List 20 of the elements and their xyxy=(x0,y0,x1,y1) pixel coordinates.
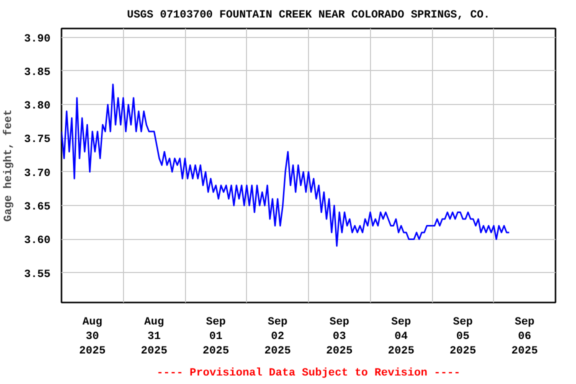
x-tick-label: Sep 04 2025 xyxy=(388,316,415,358)
x-tick-label: Aug 31 2025 xyxy=(140,316,168,358)
y-tick-label: 3.70 xyxy=(24,168,50,180)
text: ---- Provisional Data Subject to Revision ---- xyxy=(156,368,460,380)
x-tick-label: Sep 01 2025 xyxy=(202,316,230,358)
y-tick-label: 3.85 xyxy=(24,66,51,79)
x-tick-label: Sep 02 2025 xyxy=(264,316,292,358)
y-tick-label: 3.60 xyxy=(24,235,50,248)
x-tick-label: Sep 05 2025 xyxy=(450,316,476,358)
chart-title: USGS 07103700 FOUNTAIN CREEK NEAR COLORADO SPRINGS, CO. xyxy=(126,10,490,22)
line-series xyxy=(62,84,510,247)
y-tick-label: 3.80 xyxy=(24,100,50,113)
x-tick-label: Sep 03 2025 xyxy=(326,316,353,358)
y-tick-label: 3.75 xyxy=(24,134,51,146)
y-tick-label: 3.90 xyxy=(24,33,50,46)
y-axis-title: Gage height, feet xyxy=(2,109,16,222)
y-tick-label: 3.55 xyxy=(24,268,51,281)
x-tick-label: Sep 06 2025 xyxy=(511,316,538,358)
y-tick-label: 3.65 xyxy=(24,202,51,214)
x-tick-label: Aug 30 2025 xyxy=(79,316,106,358)
